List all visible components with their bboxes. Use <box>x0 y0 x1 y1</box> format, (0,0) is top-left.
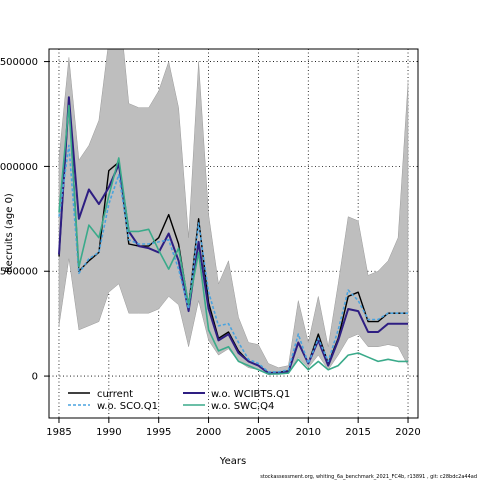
y-tick-label-0: 0 <box>32 372 38 383</box>
legend-label-1: w.o. WCIBTS.Q1 <box>211 389 290 400</box>
y-axis-title: Recruits (age 0) <box>4 193 15 273</box>
x-tick-label-5: 2010 <box>296 427 321 438</box>
x-tick-label-4: 2005 <box>246 427 271 438</box>
x-tick-label-3: 2000 <box>196 427 221 438</box>
x-tick-label-1: 1990 <box>96 427 121 438</box>
x-axis: 1985 1990 1995 2000 2005 2010 2015 2020 <box>46 417 421 438</box>
x-tick-label-6: 2015 <box>345 427 370 438</box>
series-line-1 <box>58 96 408 375</box>
x-axis-title: Years <box>219 456 246 467</box>
series-line-3 <box>58 104 408 375</box>
confidence-band <box>58 49 409 376</box>
y-tick-label-1: 2500000 <box>0 267 38 278</box>
x-tick-label-0: 1985 <box>46 427 71 438</box>
legend: current w.o. WCIBTS.Q1 w.o. SCO.Q1 w.o. SWC… <box>68 389 290 412</box>
y-tick-label-3: 7500000 <box>0 57 38 68</box>
series-layer <box>58 96 408 375</box>
x-tick-label-7: 2020 <box>395 427 420 438</box>
x-tick-label-2: 1995 <box>146 427 171 438</box>
legend-label-0: current <box>97 389 133 400</box>
confidence-band-layer <box>58 49 409 376</box>
legend-label-2: w.o. SCO.Q1 <box>97 401 158 412</box>
legend-label-3: w.o. SWC.Q4 <box>211 401 274 412</box>
series-line-2 <box>58 144 408 373</box>
footnote: stockassessment.org, whiting_6a_benchmar… <box>260 474 477 480</box>
